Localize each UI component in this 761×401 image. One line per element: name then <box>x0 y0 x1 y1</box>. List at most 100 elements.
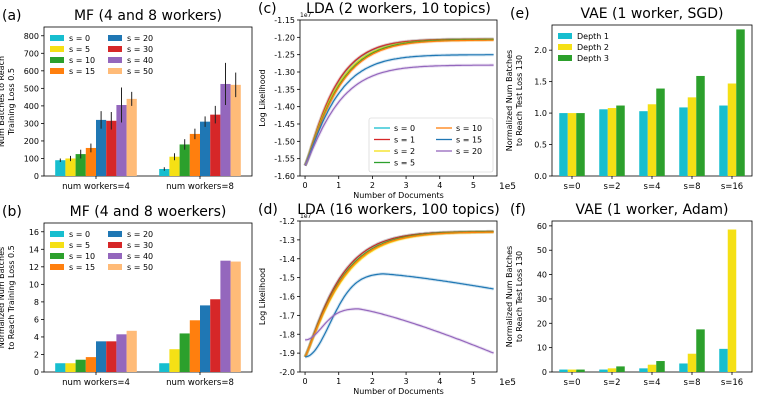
y-tick-label: -2.0 <box>279 368 295 377</box>
bar <box>567 369 577 372</box>
legend-label: s = 5 <box>69 241 90 250</box>
x-tick-label: s=4 <box>644 182 661 192</box>
y-tick-label: 1.5 <box>534 78 547 87</box>
chart-panel-d: (d) LDA (16 workers, 100 topics) -2.0 -1.9 -… <box>258 202 516 396</box>
bar <box>687 97 697 176</box>
bar <box>559 113 568 176</box>
y-tick-label: 300 <box>24 119 39 128</box>
y-tick-label: -1.15 <box>274 16 295 25</box>
bar <box>210 114 221 176</box>
bar <box>656 361 665 372</box>
y-tick-label: -1.4 <box>279 255 295 264</box>
bar <box>696 329 705 372</box>
y-axis-label: Log Likelihood <box>258 268 267 325</box>
bar <box>85 357 96 372</box>
legend-swatch <box>108 46 122 52</box>
bar <box>679 363 688 372</box>
bar <box>576 113 585 176</box>
panel-label: (e) <box>510 6 530 22</box>
bar <box>85 147 96 176</box>
legend-label: s = 20 <box>127 34 153 43</box>
bar <box>169 349 180 372</box>
legend-label: s = 5 <box>69 45 90 54</box>
legend-swatch <box>50 242 64 248</box>
panel-label: (b) <box>2 204 22 220</box>
x-multiplier: 1e5 <box>499 378 516 388</box>
y-tick-label: 200 <box>24 137 39 146</box>
bar <box>719 105 728 176</box>
series-band <box>303 230 494 358</box>
x-axis-label: Number of Documents <box>353 191 444 200</box>
series-line <box>304 54 494 166</box>
bar <box>106 120 117 176</box>
y-tick-label: -1.5 <box>279 274 295 283</box>
legend-swatch <box>558 55 572 61</box>
bar <box>576 369 585 372</box>
legend-swatch <box>50 57 64 63</box>
bar <box>616 366 625 372</box>
bar <box>599 369 608 372</box>
chart-title: VAE (1 worker, Adam) <box>576 202 729 218</box>
y-tick-label: 60 <box>537 222 547 231</box>
x-tick-label: 3 <box>404 181 409 190</box>
legend-label: Depth 3 <box>577 54 609 63</box>
y-axis-label: Num Batches to Reach <box>0 56 6 147</box>
y-tick-label: -1.50 <box>274 137 295 146</box>
bar <box>727 83 737 176</box>
x-tick-label: s=2 <box>604 182 621 192</box>
legend-label: s = 15 <box>69 263 95 272</box>
y-axis-label: Normalized Num Batches <box>505 50 514 151</box>
x-tick-label: s=0 <box>564 378 581 388</box>
chart-panel-f: (f) VAE (1 worker, Adam) 0 10 20 30 40 50 60 Norm… <box>505 202 753 388</box>
chart-panel-c: (c) LDA (2 workers, 10 topics) -1.60 -1.55 -… <box>258 1 516 200</box>
y-axis-label: Normalized Num Batches <box>0 247 6 348</box>
series-line <box>304 231 494 358</box>
x-tick-label: s=2 <box>604 378 621 388</box>
legend-label: s = 0 <box>394 124 415 133</box>
legend-swatch <box>108 264 122 270</box>
bar <box>639 368 648 372</box>
bar <box>607 108 617 176</box>
y-tick-label: 14 <box>29 245 39 254</box>
legend-swatch <box>108 253 122 259</box>
y-tick-label: 0 <box>34 368 39 377</box>
y-tick-label: -1.55 <box>274 155 295 164</box>
bar <box>75 359 86 372</box>
legend-label: s = 0 <box>69 230 90 239</box>
bar <box>727 229 737 372</box>
series-line <box>304 39 494 166</box>
x-tick-label: s=16 <box>721 182 743 192</box>
y-multiplier: 1e7 <box>300 12 312 19</box>
y-tick-label: -1.35 <box>274 85 295 94</box>
x-tick-label: num workers=8 <box>166 378 234 388</box>
x-tick-label: 5 <box>471 181 476 190</box>
x-tick-label: s=8 <box>684 378 701 388</box>
y-axis-label: to Reach Training Loss 0.5 <box>7 245 16 350</box>
bar <box>159 363 170 372</box>
legend-label: s = 15 <box>456 136 482 145</box>
chart-title: LDA (2 workers, 10 topics) <box>306 1 491 17</box>
legend-label: Depth 2 <box>577 43 609 52</box>
bar <box>75 154 86 176</box>
bar <box>189 320 200 372</box>
bar <box>230 84 241 176</box>
legend-swatch <box>108 68 122 74</box>
x-tick-label: num workers=4 <box>62 378 130 388</box>
legend-swatch <box>50 264 64 270</box>
series-line <box>304 38 494 166</box>
x-tick-label: 2 <box>370 377 375 386</box>
y-tick-label: -1.9 <box>279 349 295 358</box>
x-tick-label: 4 <box>437 181 442 190</box>
legend-label: s = 0 <box>69 34 90 43</box>
bar <box>616 105 625 176</box>
bar <box>96 119 107 176</box>
x-tick-label: 0 <box>303 377 308 386</box>
legend-label: s = 20 <box>127 230 153 239</box>
legend-swatch <box>558 44 572 50</box>
y-tick-label: 4 <box>34 333 39 342</box>
plot-frame <box>299 19 498 177</box>
y-axis-label: to Reach Test Loss 130 <box>515 251 524 342</box>
chart-title: MF (4 and 8 workers) <box>74 8 222 24</box>
chart-title: LDA (16 workers, 100 topics) <box>297 202 500 218</box>
bar <box>169 156 180 176</box>
